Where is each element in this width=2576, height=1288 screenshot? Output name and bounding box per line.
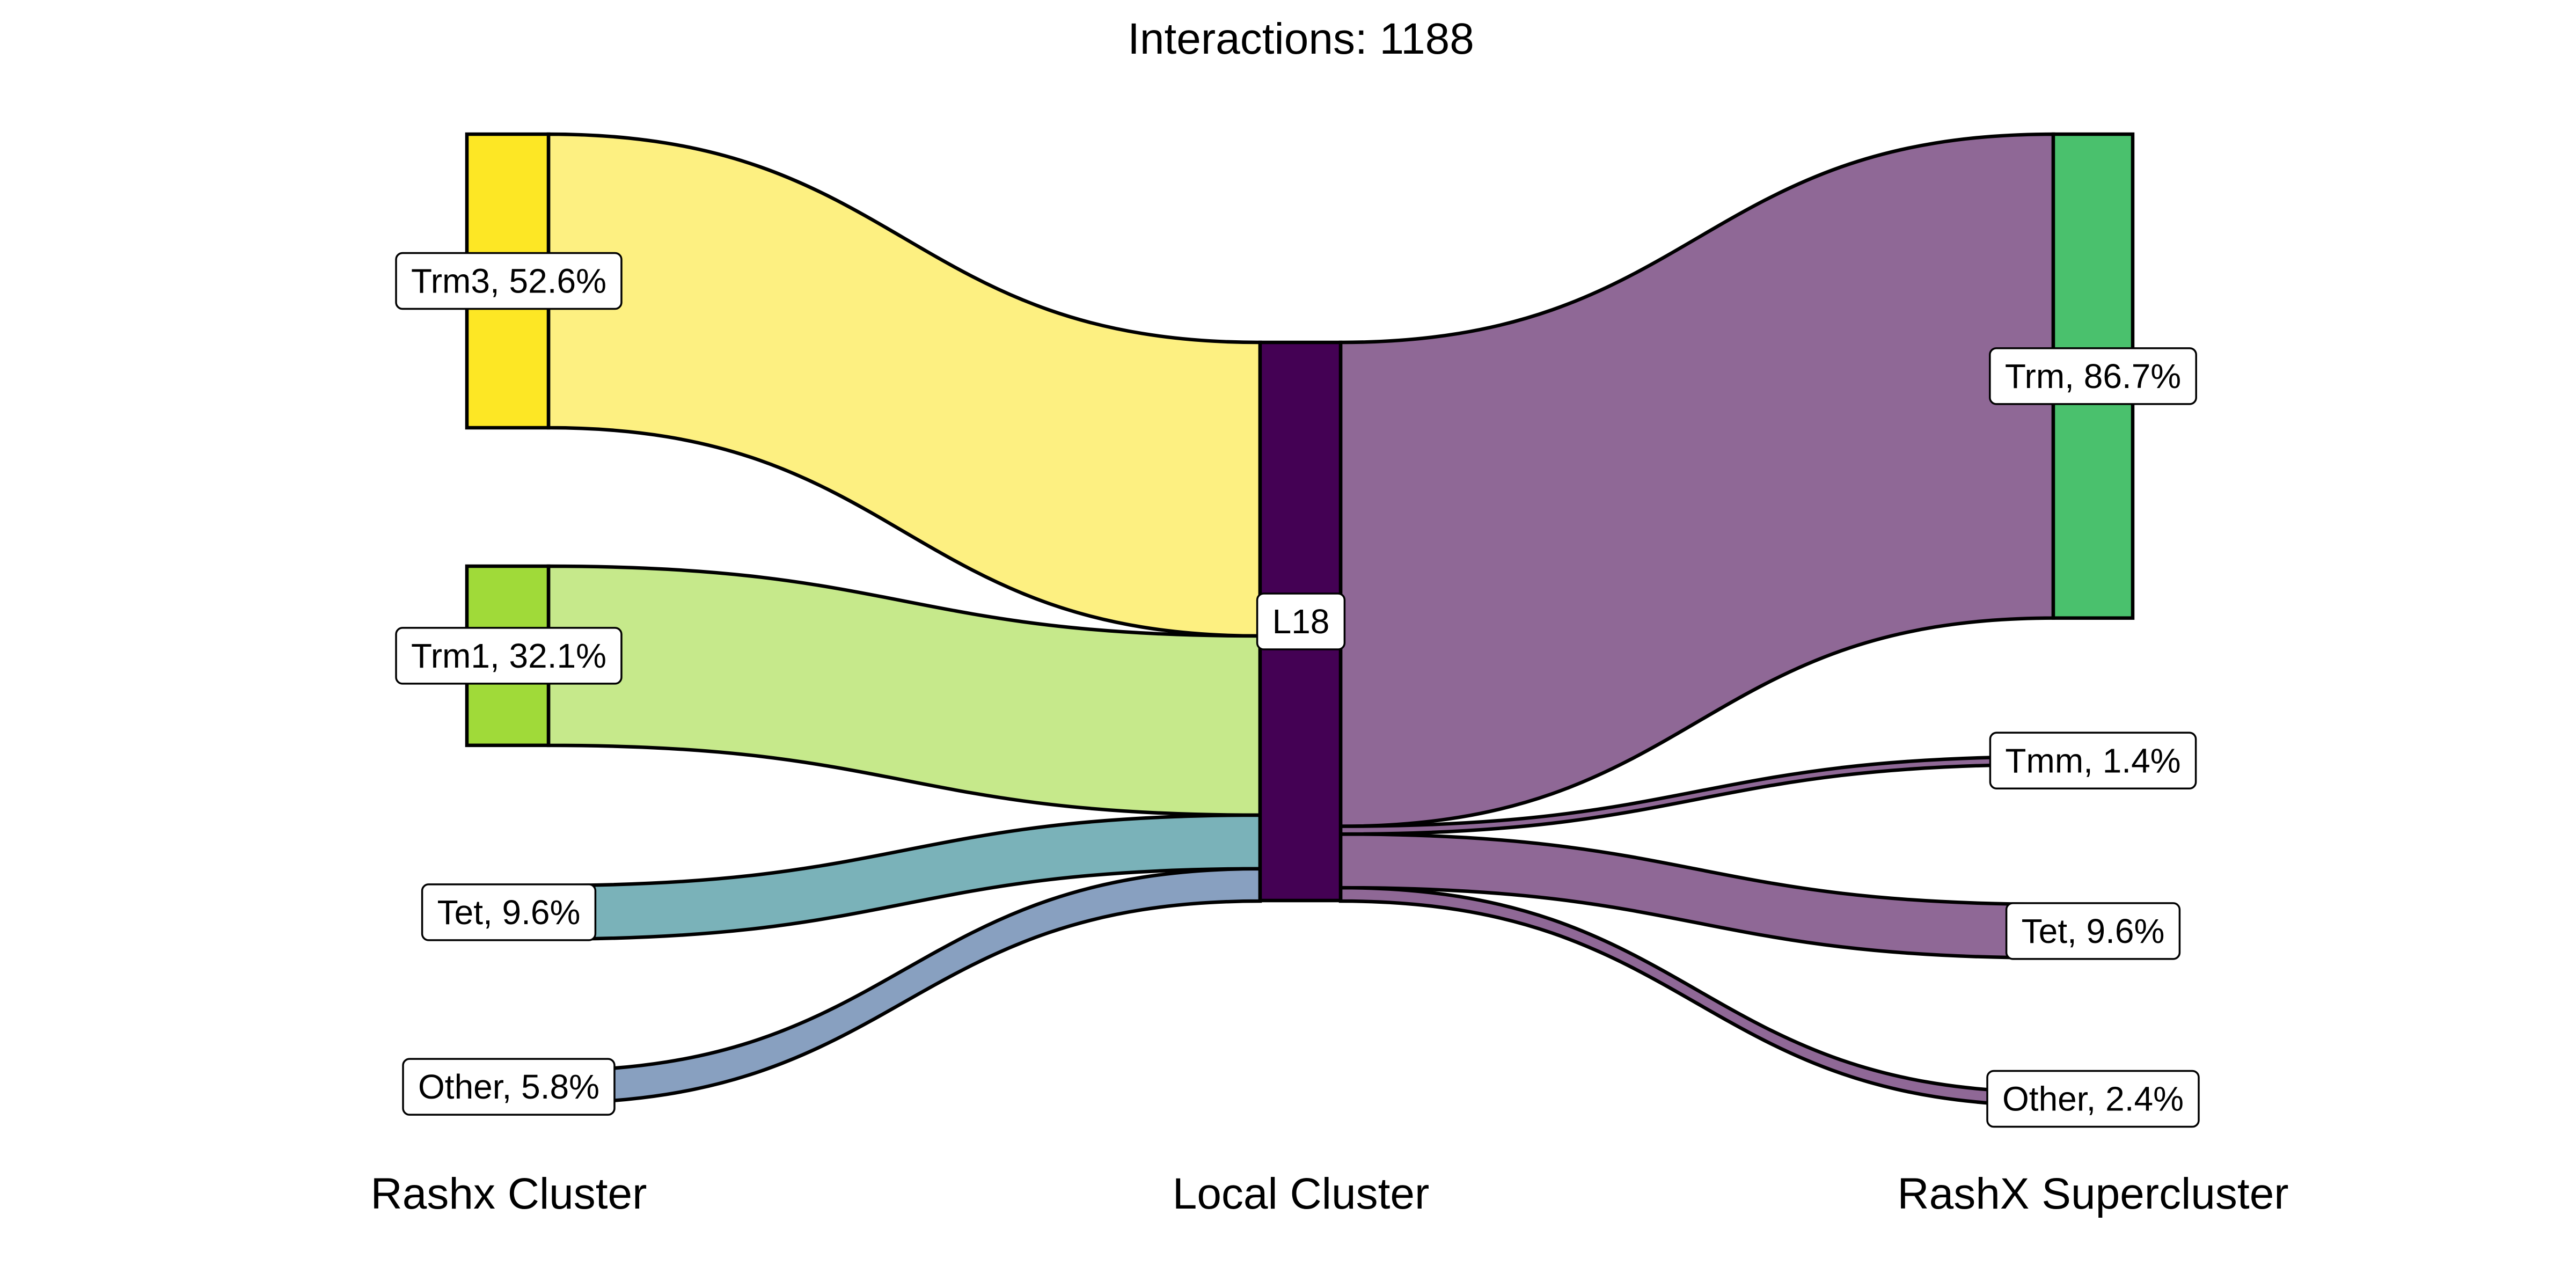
target-other-label-text: Other, 2.4% [2002, 1079, 2184, 1118]
target-tmm-label-text: Tmm, 1.4% [2005, 741, 2180, 780]
column-label-local: Local Cluster [1173, 1169, 1430, 1218]
flow-layer [546, 132, 2055, 1108]
target-trm-label: Trm, 86.7% [1989, 347, 2197, 405]
source-trm1-label-box [395, 627, 623, 685]
source-tet-label-box [421, 883, 597, 941]
diagram-title: Interactions: 1188 [1128, 14, 1474, 63]
center-node-label-text: L18 [1272, 602, 1330, 641]
target-trm-label-text: Trm, 86.7% [2005, 357, 2181, 396]
label-layer: Trm3, 52.6% Trm1, 32.1% Tet, 9.6% Other, 5.… [395, 252, 2200, 1128]
source-tet-label: Tet, 9.6% [421, 883, 597, 941]
source-trm3-label-box [395, 252, 623, 310]
source-other-label-box [402, 1058, 616, 1116]
source-other-label-text: Other, 5.8% [418, 1067, 599, 1106]
target-tmm-label-box [1989, 731, 2197, 790]
target-other-label: Other, 2.4% [1986, 1070, 2200, 1128]
target-other-label-box [1986, 1070, 2200, 1128]
source-trm1-label: Trm1, 32.1% [395, 627, 623, 685]
target-trm-flow [1338, 132, 2055, 828]
column-label-supercluster: RashX Supercluster [1897, 1169, 2288, 1218]
target-tet-label-text: Tet, 9.6% [2022, 912, 2165, 950]
source-trm1-label-text: Trm1, 32.1% [411, 636, 606, 675]
center-node-label: L18 [1256, 592, 1346, 650]
target-tet-label: Tet, 9.6% [2005, 902, 2181, 960]
source-trm3-flow [546, 132, 1262, 638]
source-trm3-label-text: Trm3, 52.6% [411, 262, 606, 301]
target-tmm-label: Tmm, 1.4% [1989, 731, 2197, 790]
column-label-source: Rashx Cluster [371, 1169, 647, 1218]
target-tet-label-box [2005, 902, 2181, 960]
source-trm3-label: Trm3, 52.6% [395, 252, 623, 310]
source-other-label: Other, 5.8% [402, 1058, 616, 1116]
target-trm-label-box [1989, 347, 2197, 405]
source-tet-label-text: Tet, 9.6% [437, 893, 581, 932]
center-node-label-box [1256, 592, 1346, 650]
